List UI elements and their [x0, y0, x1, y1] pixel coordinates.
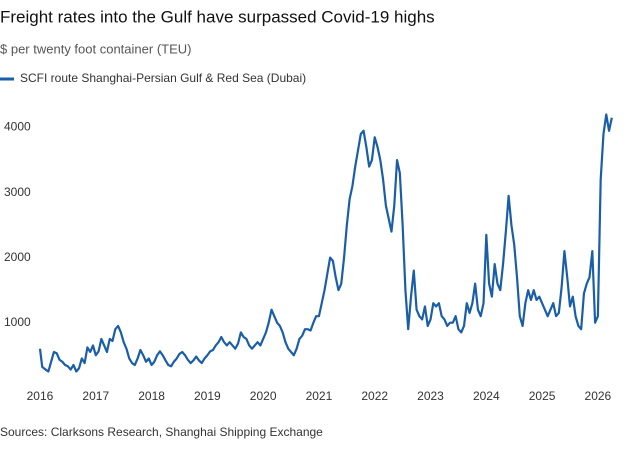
y-tick-label: 3000	[4, 185, 31, 199]
y-tick-label: 4000	[4, 120, 31, 134]
x-tick-label: 2016	[27, 389, 54, 403]
chart-subtitle: $ per twenty foot container (TEU)	[0, 41, 191, 56]
source: Sources: Clarksons Research, Shanghai Sh…	[0, 425, 323, 439]
x-tick-label: 2024	[473, 389, 500, 403]
x-tick-label: 2018	[138, 389, 165, 403]
x-tick-label: 2020	[250, 389, 277, 403]
y-tick-label: 1000	[4, 315, 31, 329]
x-tick-label: 2017	[82, 389, 109, 403]
line	[38, 113, 613, 373]
x-tick-label: 2026	[585, 389, 612, 403]
legend-label: SCFI route Shanghai-Persian Gulf & Red S…	[20, 71, 306, 85]
x-tick-label: 2022	[361, 389, 388, 403]
chart-title: Freight rates into the Gulf have surpass…	[0, 7, 435, 26]
x-tick-label: 2021	[306, 389, 333, 403]
x-tick-label: 2023	[417, 389, 444, 403]
x-tick-label: 2025	[529, 389, 556, 403]
x-tick-label: 2019	[194, 389, 221, 403]
y-tick-label: 2000	[4, 250, 31, 264]
